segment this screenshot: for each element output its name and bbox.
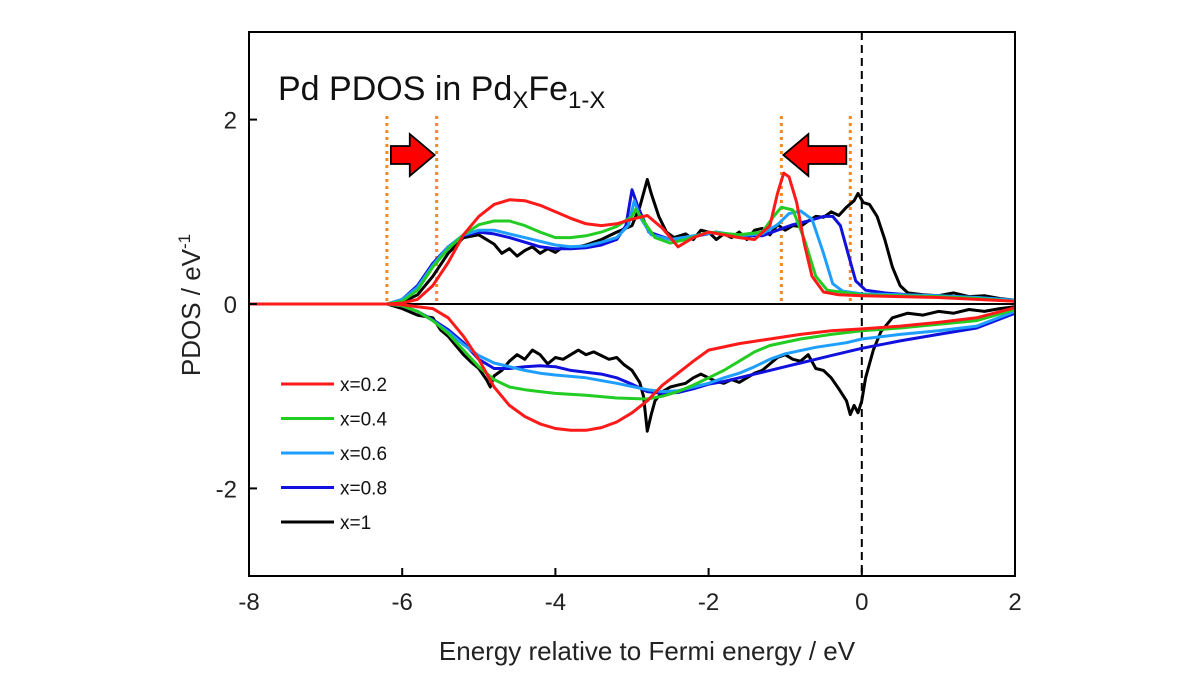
series-line-up-x1 bbox=[249, 178, 1016, 306]
y-tick-label: 0 bbox=[224, 292, 237, 319]
chart-title-sub-x: X bbox=[512, 87, 528, 114]
y-axis-title: PDOS / eV-1 bbox=[175, 234, 206, 376]
y-axis-title-sup: -1 bbox=[175, 234, 194, 249]
axis-ticks: -8 -6 -4 -2 0 2 -2 0 2 bbox=[216, 108, 1022, 616]
x-tick-label: 0 bbox=[855, 589, 868, 616]
shift-arrow-0 bbox=[389, 132, 437, 178]
legend: x=0.2 x=0.4 x=0.6 x=0.8 x=1 bbox=[281, 375, 387, 534]
x-tick-label: -4 bbox=[545, 589, 566, 616]
x-tick-label: -8 bbox=[238, 589, 259, 616]
series-line-down-x02 bbox=[249, 302, 1016, 432]
series-line-down-x06 bbox=[249, 302, 1016, 394]
chart-title: Pd PDOS in PdXFe1-X bbox=[278, 70, 605, 114]
legend-label: x=0.2 bbox=[340, 375, 387, 396]
x-tick-label: -2 bbox=[698, 589, 719, 616]
legend-label: x=0.4 bbox=[340, 410, 387, 431]
legend-label: x=1 bbox=[340, 513, 371, 534]
y-tick-label: -2 bbox=[216, 476, 237, 503]
y-tick-label: 2 bbox=[224, 108, 237, 135]
y-axis-title-main: PDOS / eV bbox=[176, 248, 206, 376]
legend-label: x=0.6 bbox=[340, 444, 387, 465]
x-tick-label: 2 bbox=[1008, 589, 1021, 616]
legend-label: x=0.8 bbox=[340, 479, 387, 500]
series-line-up-x02 bbox=[249, 171, 1016, 306]
shift-arrow-1 bbox=[781, 132, 848, 178]
chart-title-fe: Fe bbox=[528, 70, 568, 108]
x-tick-label: -6 bbox=[392, 589, 413, 616]
chart-title-main: Pd PDOS in Pd bbox=[278, 70, 512, 108]
chart-title-sub-1x: 1-X bbox=[568, 87, 605, 114]
x-axis-title: Energy relative to Fermi energy / eV bbox=[439, 636, 856, 666]
plot-area bbox=[249, 32, 1016, 576]
